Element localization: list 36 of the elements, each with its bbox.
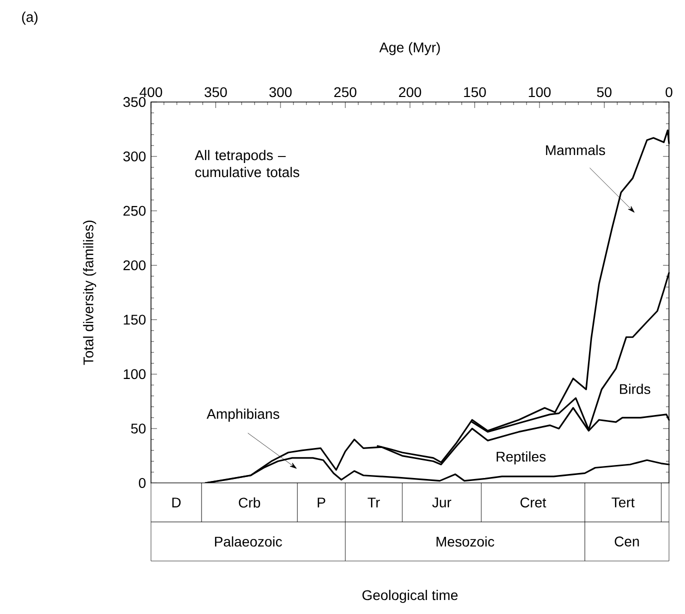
annotation: All tetrapods – cumulative totals	[194, 150, 300, 178]
y-tick-label: 50	[131, 424, 146, 434]
x-tick-label: 400	[140, 87, 162, 98]
series-label: Palaeozoic	[215, 536, 282, 547]
x-tick-label: 200	[399, 87, 422, 98]
x-tick-label: 150	[464, 87, 486, 98]
y-tick-label: 150	[124, 314, 146, 325]
series-label: P	[318, 498, 326, 508]
x-tick-label: 300	[269, 87, 292, 98]
y-tick-label: 300	[123, 151, 146, 162]
text: Amphibians	[206, 408, 280, 422]
series-label: Crb	[238, 497, 260, 508]
x-axis-title: Geological time	[362, 590, 458, 603]
y-axis-title: Total diversity (families)	[83, 220, 96, 365]
x-tick-label: 250	[334, 87, 356, 98]
series-label: Tr	[368, 498, 380, 508]
text: Mammals	[546, 144, 606, 156]
x-tick-label: 50	[597, 87, 612, 98]
series-label: Jur	[432, 498, 452, 508]
x-tick-label: 0	[666, 87, 672, 98]
y-tick-label: 250	[123, 206, 146, 216]
series-label: Tert	[612, 498, 635, 508]
series-label: Mesozoic	[436, 536, 494, 547]
series-label: D	[172, 498, 181, 508]
text: (a)	[22, 12, 38, 25]
x-axis-title: Age (Myr)	[379, 42, 440, 56]
x-tick-label: 350	[204, 87, 227, 98]
y-tick-label: 0	[138, 478, 146, 488]
y-tick-label: 350	[123, 97, 146, 107]
series-label: Cret	[520, 498, 546, 508]
legend-label: Birds	[620, 384, 650, 394]
y-tick-label: 200	[123, 260, 146, 270]
x-tick-label: 100	[528, 87, 551, 98]
series-label: Reptiles	[496, 451, 546, 464]
y-tick-label: 100	[124, 369, 146, 380]
series-label: Cen	[614, 536, 639, 546]
